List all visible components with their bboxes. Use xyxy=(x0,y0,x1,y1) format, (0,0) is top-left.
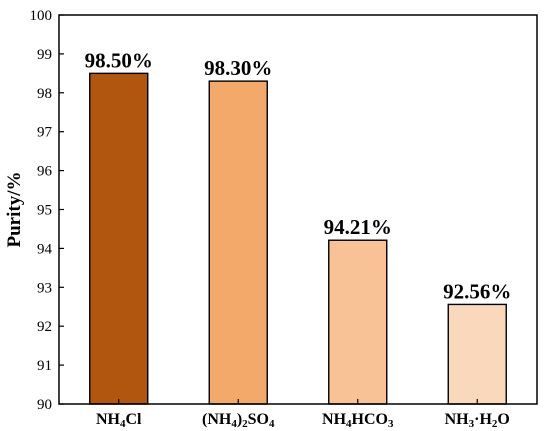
x-category-label: NH4Cl xyxy=(96,411,142,430)
y-tick-label: 96 xyxy=(37,164,53,180)
y-tick-label: 98 xyxy=(37,86,52,102)
y-tick-label: 92 xyxy=(37,319,52,335)
y-tick-label: 97 xyxy=(37,125,53,141)
x-category-label: NH4HCO3 xyxy=(322,411,394,430)
bar xyxy=(328,239,388,405)
y-axis-title: Purity/% xyxy=(4,172,25,248)
data-labels-group: 98.50% 98.30% 94.21% 92.56% xyxy=(85,48,512,303)
bar-data-label: 98.50% xyxy=(85,48,153,72)
y-tick-label: 99 xyxy=(37,47,52,63)
y-tick-label: 91 xyxy=(37,358,52,374)
bar-data-label: 92.56% xyxy=(443,279,511,303)
y-tick-label: 95 xyxy=(37,203,52,219)
bars-group xyxy=(89,72,507,405)
y-tick-label: 100 xyxy=(30,8,53,24)
x-category-label: NH3·H2O xyxy=(445,411,510,430)
y-tick-label: 94 xyxy=(37,241,53,257)
bar-data-label: 98.30% xyxy=(204,56,272,80)
x-axis-ticks: NH4Cl (NH4)2SO4 NH4HCO3 NH3·H2O xyxy=(96,399,510,430)
bar-data-label: 94.21% xyxy=(324,215,392,239)
x-category-label: (NH4)2SO4 xyxy=(202,411,275,430)
bar xyxy=(447,303,507,405)
y-tick-label: 90 xyxy=(37,397,52,413)
y-axis-ticks: 90 91 92 93 94 95 96 97 98 99 100 xyxy=(30,8,64,413)
bar xyxy=(208,80,268,405)
y-tick-label: 93 xyxy=(37,280,52,296)
bar xyxy=(89,72,149,405)
